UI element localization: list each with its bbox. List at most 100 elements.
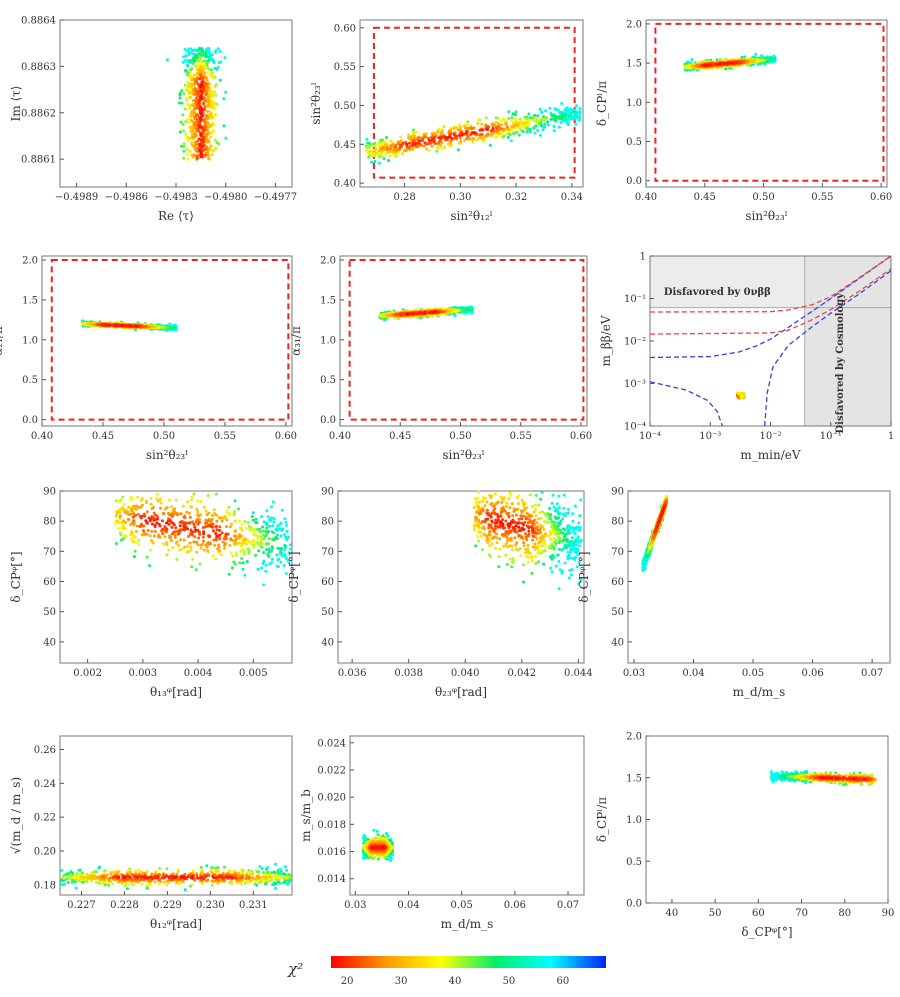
y-tick-label: 40: [43, 637, 56, 648]
scan-point: [191, 62, 195, 65]
scan-point: [432, 137, 436, 141]
scan-point: [191, 129, 195, 133]
scan-point: [457, 128, 460, 132]
scan-point: [184, 97, 188, 101]
scan-point: [641, 564, 645, 568]
scan-point: [567, 576, 571, 580]
scan-point: [382, 146, 386, 150]
x-tick-label: 0.60: [275, 431, 297, 442]
y-tick-label: 0.5: [320, 375, 336, 386]
scan-point: [214, 532, 218, 535]
y-axis-label: α₂₁/π: [0, 326, 5, 356]
scan-point: [165, 527, 169, 531]
scan-point: [114, 514, 118, 518]
scan-point: [228, 543, 232, 547]
scan-point: [542, 527, 546, 531]
scan-point: [192, 110, 196, 114]
scan-point: [241, 561, 245, 565]
scan-point: [167, 548, 171, 552]
scan-point: [190, 565, 194, 569]
y-tick-label: 0.8862: [21, 108, 56, 119]
scan-point: [234, 541, 238, 545]
scan-point: [578, 106, 582, 110]
scan-point: [212, 508, 216, 512]
scan-point: [558, 539, 562, 543]
scan-point: [378, 161, 381, 165]
scan-point: [394, 313, 398, 317]
scan-point: [443, 145, 447, 149]
scan-point: [566, 107, 570, 111]
scan-point: [180, 547, 184, 551]
scan-point: [526, 521, 530, 525]
scan-point: [524, 547, 528, 551]
y-tick-label: 90: [43, 487, 56, 498]
scan-point: [530, 559, 534, 563]
scan-point: [549, 554, 553, 558]
scan-point: [219, 553, 223, 557]
scan-point: [215, 528, 219, 532]
scan-point: [455, 134, 459, 138]
scan-point: [289, 543, 293, 547]
plot-frame: [59, 490, 293, 664]
x-axis-label: sin²θ₂₃ˡ: [745, 209, 787, 223]
scan-point: [190, 533, 194, 537]
scan-point: [157, 533, 161, 537]
scan-point: [159, 501, 163, 505]
scan-point: [213, 138, 217, 142]
scan-point: [233, 562, 237, 566]
scan-point: [284, 520, 288, 524]
scan-point: [423, 141, 427, 145]
scan-point: [549, 566, 553, 570]
scan-point: [389, 147, 393, 151]
x-tick-label: 0.34: [561, 192, 583, 203]
y-tick-label: 0.0: [320, 415, 336, 426]
scan-point: [483, 527, 487, 531]
scan-point: [531, 538, 535, 542]
scan-point: [371, 149, 375, 153]
scan-point: [114, 542, 118, 545]
scan-point: [204, 93, 208, 97]
scan-point: [198, 562, 202, 566]
scan-point: [162, 512, 166, 516]
scan-point: [268, 518, 272, 522]
scan-point: [271, 524, 275, 528]
scan-point: [199, 546, 203, 550]
scan-point: [561, 531, 565, 535]
scan-point: [547, 517, 551, 521]
scan-point: [490, 520, 494, 524]
annotation-0vbb: Disfavored by 0νββ: [664, 287, 771, 298]
scan-point: [474, 510, 478, 514]
scan-point: [233, 529, 237, 533]
scan-point: [165, 553, 169, 557]
y-tick-label: 0.8861: [21, 155, 56, 166]
scan-point: [224, 537, 227, 541]
x-tick-label: 0.50: [153, 431, 175, 442]
scan-point: [485, 535, 489, 539]
scan-point: [563, 561, 567, 565]
scan-point: [557, 494, 561, 498]
scan-point: [465, 131, 469, 134]
scan-point: [199, 89, 203, 93]
scan-point: [189, 545, 193, 549]
experimental-range-box: [654, 22, 885, 182]
scan-point: [178, 524, 182, 528]
scan-point: [202, 102, 206, 106]
y-axis-label: α₃₁/π: [289, 326, 303, 356]
scan-point: [509, 493, 513, 497]
scan-point: [214, 525, 218, 529]
scan-point: [185, 148, 189, 151]
plot-frame: [359, 19, 584, 188]
scan-point: [199, 48, 203, 52]
scan-point: [559, 529, 563, 533]
scan-point: [126, 518, 130, 521]
scan-point: [408, 141, 411, 145]
scan-point: [123, 324, 127, 327]
scan-point: [211, 101, 215, 105]
scan-point: [116, 511, 120, 515]
plot-frame: [627, 490, 891, 664]
scan-point: [173, 536, 177, 539]
scan-point: [191, 132, 194, 136]
scan-point: [772, 57, 776, 61]
scan-point: [129, 531, 133, 535]
scan-point: [205, 548, 209, 552]
